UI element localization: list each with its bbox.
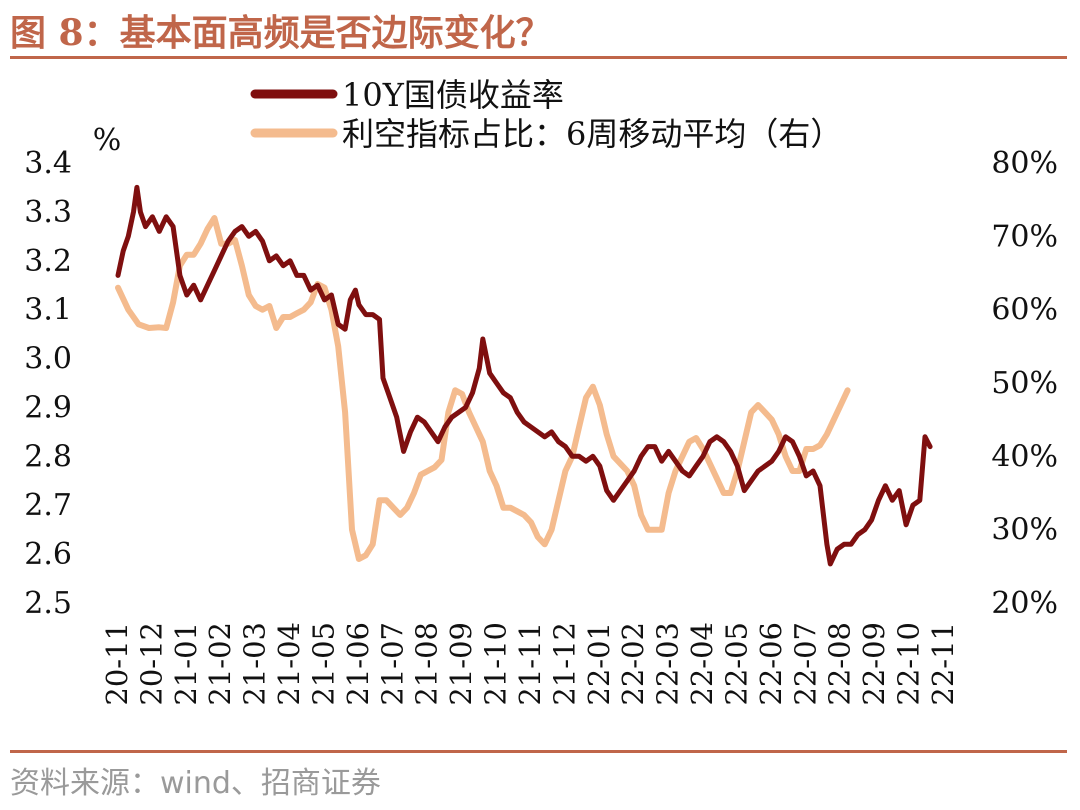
title-divider [10,56,1067,59]
right-tick-label: 50% [991,366,1058,401]
right-tick-label: 30% [991,513,1058,548]
x-tick-label: 21-11 [513,622,547,706]
x-tick-label: 22-03 [651,622,685,706]
x-tick-label: 21-07 [375,622,409,706]
left-tick-label: 2.6 [24,537,72,572]
x-tick-label: 21-05 [306,622,340,706]
series-lines [115,184,933,567]
left-tick-label: 3.1 [24,293,72,328]
left-tick-label: 3.3 [24,195,72,230]
right-axis-ticks: 80% 70% 60% 50% 40% 30% 20% [991,146,1058,621]
x-tick-label: 22-04 [685,622,719,706]
right-tick-label: 60% [991,293,1058,328]
left-tick-label: 2.5 [24,586,72,621]
left-axis-unit: % [93,123,122,158]
x-tick-label: 22-02 [616,622,650,706]
left-tick-label: 3.2 [24,244,72,279]
x-axis-ticks: 20-11 20-12 21-01 21-02 21-03 21-04 21-05 21-06… [100,622,960,706]
x-tick-label: 21-03 [238,622,272,706]
x-tick-label: 22-07 [788,622,822,706]
x-tick-label: 21-09 [444,622,478,706]
left-tick-label: 3.0 [24,342,72,377]
series-line-ratio [115,215,851,562]
figure-title: 图 8：基本面高频是否边际变化？ [10,12,552,54]
left-tick-label: 2.9 [24,390,72,425]
footer-divider [10,750,1067,753]
legend: 10Y国债收益率 利空指标占比：6周移动平均（右） [250,76,842,153]
left-axis-ticks: 3.4 3.3 3.2 3.1 3.0 2.9 2.8 2.7 2.6 2.5 [24,146,72,621]
x-tick-label: 21-12 [547,622,581,706]
x-tick-label: 20-11 [100,622,134,706]
x-tick-label: 21-04 [272,622,306,706]
x-tick-label: 21-10 [479,622,513,706]
x-tick-label: 22-11 [926,622,960,706]
series-line-yield [115,184,933,567]
x-tick-label: 22-09 [857,622,891,706]
x-tick-label: 22-01 [582,622,616,706]
x-tick-label: 21-06 [341,622,375,706]
left-tick-label: 2.7 [24,488,72,523]
x-tick-label: 22-06 [754,622,788,706]
right-tick-label: 80% [991,146,1058,181]
x-tick-label: 22-05 [719,622,753,706]
legend-label-ratio: 利空指标占比：6周移动平均（右） [342,115,842,153]
right-tick-label: 20% [991,586,1058,621]
source-note: 资料来源：wind、招商证券 [10,766,381,801]
x-tick-label: 21-01 [169,622,203,706]
x-tick-label: 21-02 [203,622,237,706]
x-tick-label: 20-12 [134,622,168,706]
right-tick-label: 70% [991,219,1058,254]
x-tick-label: 21-08 [410,622,444,706]
x-tick-label: 22-10 [891,622,925,706]
left-tick-label: 2.8 [24,439,72,474]
line-chart: 3.4 3.3 3.2 3.1 3.0 2.9 2.8 2.7 2.6 2.5 80% 70% 60%… [24,76,1058,706]
left-tick-label: 3.4 [24,146,72,181]
x-tick-label: 22-08 [823,622,857,706]
right-tick-label: 40% [991,439,1058,474]
legend-label-yield: 10Y国债收益率 [342,76,564,114]
